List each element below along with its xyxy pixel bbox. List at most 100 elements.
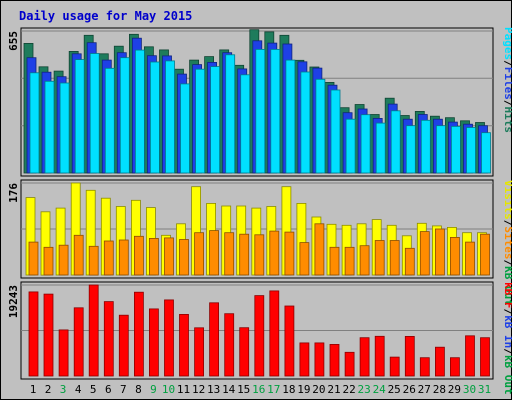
bar-sites-day-28 bbox=[434, 228, 445, 276]
bar-kbytes-day-9 bbox=[148, 308, 159, 377]
bar-kbytes-day-10 bbox=[164, 299, 174, 377]
day-labels: 1 2 3 4 5 6 7 8 9 10 11 12 13 14 15 16 17 18 19 20 21 22 23 24 2… bbox=[30, 383, 491, 396]
bar-kbytes-day-2 bbox=[43, 293, 54, 377]
day-label-2: 2 bbox=[45, 383, 52, 396]
bar-pages-day-15 bbox=[240, 74, 251, 174]
bar-pages-day-27 bbox=[420, 119, 431, 174]
bar-sites-day-23 bbox=[359, 245, 370, 276]
kbytes-panel-legend: kB F/kB In/kB Out bbox=[502, 282, 512, 395]
day-label-9: 9 bbox=[150, 383, 157, 396]
bar-pages-day-5 bbox=[89, 53, 100, 174]
bar-pages-day-6 bbox=[104, 67, 115, 174]
legend-kb-in: kB In bbox=[502, 315, 512, 348]
bar-pages-day-3 bbox=[59, 82, 70, 174]
bar-kbytes-day-31 bbox=[480, 337, 490, 377]
visits-panel-bars bbox=[25, 182, 490, 276]
hits-panel-legend: Pages/Files/Hits bbox=[502, 27, 512, 133]
bar-sites-day-27 bbox=[419, 231, 430, 276]
bar-pages-day-16 bbox=[255, 49, 266, 174]
day-label-29: 29 bbox=[448, 383, 461, 396]
legend-visits: Visits bbox=[502, 180, 512, 220]
day-label-27: 27 bbox=[418, 383, 431, 396]
day-label-6: 6 bbox=[105, 383, 112, 396]
day-label-17: 17 bbox=[267, 383, 280, 396]
bar-sites-day-11 bbox=[179, 239, 189, 276]
day-label-22: 22 bbox=[342, 383, 355, 396]
bar-sites-day-20 bbox=[314, 223, 325, 276]
bar-pages-day-31 bbox=[481, 132, 491, 174]
bar-kbytes-day-13 bbox=[209, 302, 220, 377]
bar-sites-day-16 bbox=[254, 234, 265, 276]
bar-sites-day-3 bbox=[58, 244, 69, 276]
bar-sites-day-2 bbox=[43, 246, 54, 276]
bar-kbytes-day-6 bbox=[103, 301, 114, 377]
legend-kb-f: kB F bbox=[502, 282, 512, 309]
bar-pages-day-14 bbox=[225, 54, 236, 174]
bar-pages-day-30 bbox=[466, 127, 476, 174]
legend-kb-out2: kB Out bbox=[502, 355, 512, 395]
bar-pages-day-10 bbox=[165, 60, 175, 174]
day-label-16: 16 bbox=[252, 383, 265, 396]
bar-sites-day-7 bbox=[118, 239, 129, 276]
kbytes-panel: 19243 kB F/kB In/kB Out bbox=[7, 281, 512, 395]
legend-files: Files bbox=[502, 67, 512, 100]
day-label-8: 8 bbox=[135, 383, 142, 396]
bar-kbytes-day-25 bbox=[389, 356, 400, 377]
bar-pages-day-8 bbox=[134, 49, 145, 174]
bar-sites-day-5 bbox=[88, 245, 99, 276]
bar-sites-day-10 bbox=[164, 237, 174, 276]
bar-kbytes-day-30 bbox=[465, 335, 475, 377]
bar-kbytes-day-12 bbox=[194, 327, 205, 377]
bar-pages-day-24 bbox=[375, 122, 386, 174]
bar-pages-day-1 bbox=[29, 72, 40, 174]
legend-pages: Pages bbox=[502, 27, 512, 60]
bar-pages-day-26 bbox=[405, 125, 416, 174]
day-label-31: 31 bbox=[478, 383, 491, 396]
day-label-1: 1 bbox=[30, 383, 37, 396]
kbytes-panel-max-label: 19243 bbox=[7, 285, 20, 318]
day-label-10: 10 bbox=[162, 383, 175, 396]
bar-pages-day-17 bbox=[270, 49, 281, 174]
day-label-18: 18 bbox=[282, 383, 295, 396]
bar-kbytes-day-7 bbox=[118, 314, 129, 377]
bar-kbytes-day-4 bbox=[73, 307, 84, 377]
bar-sites-day-29 bbox=[449, 236, 460, 276]
bar-kbytes-day-16 bbox=[254, 295, 265, 377]
bar-pages-day-13 bbox=[210, 66, 221, 174]
day-label-12: 12 bbox=[192, 383, 205, 396]
bar-kbytes-day-14 bbox=[224, 313, 235, 377]
bar-pages-day-20 bbox=[315, 78, 326, 174]
bar-sites-day-18 bbox=[284, 231, 295, 276]
day-label-25: 25 bbox=[388, 383, 401, 396]
day-label-7: 7 bbox=[120, 383, 127, 396]
day-label-19: 19 bbox=[297, 383, 310, 396]
bar-kbytes-day-19 bbox=[299, 342, 310, 377]
bar-sites-day-22 bbox=[344, 246, 355, 276]
bar-sites-day-6 bbox=[103, 240, 114, 276]
bar-pages-day-4 bbox=[74, 59, 85, 174]
bar-sites-day-9 bbox=[148, 237, 159, 276]
bar-kbytes-day-24 bbox=[374, 335, 385, 377]
bar-kbytes-day-21 bbox=[329, 343, 340, 377]
bar-pages-day-28 bbox=[435, 125, 446, 174]
bar-pages-day-12 bbox=[195, 68, 206, 174]
bar-sites-day-4 bbox=[73, 234, 84, 276]
bar-sites-day-1 bbox=[28, 241, 39, 276]
bar-kbytes-day-5 bbox=[88, 284, 99, 377]
chart-title: Daily usage for May 2015 bbox=[19, 9, 192, 23]
bar-pages-day-18 bbox=[285, 59, 296, 174]
day-label-28: 28 bbox=[433, 383, 446, 396]
bar-sites-day-14 bbox=[224, 232, 235, 276]
bar-kbytes-day-17 bbox=[269, 290, 280, 377]
bar-pages-day-23 bbox=[360, 114, 371, 174]
day-label-11: 11 bbox=[177, 383, 190, 396]
bar-kbytes-day-22 bbox=[344, 351, 355, 377]
day-label-30: 30 bbox=[463, 383, 476, 396]
day-label-21: 21 bbox=[327, 383, 340, 396]
bar-pages-day-11 bbox=[180, 83, 190, 174]
bar-sites-day-21 bbox=[329, 246, 340, 276]
bar-kbytes-day-20 bbox=[314, 342, 325, 377]
bar-sites-day-17 bbox=[269, 230, 280, 276]
bar-kbytes-day-26 bbox=[404, 335, 415, 377]
bar-pages-day-21 bbox=[330, 89, 341, 174]
